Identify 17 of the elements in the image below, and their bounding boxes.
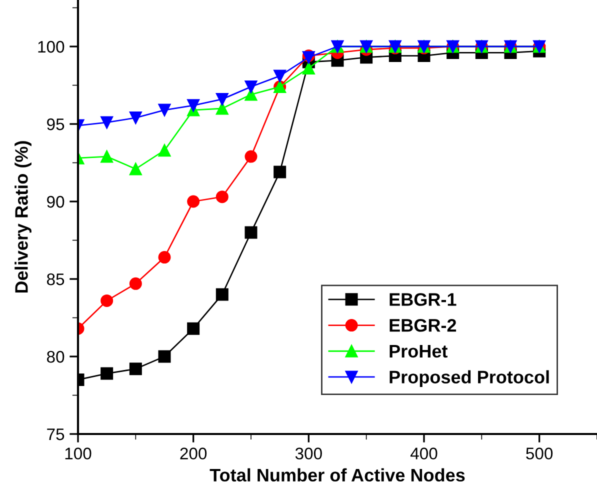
y-tick-label: 100 bbox=[38, 40, 64, 53]
legend-label: EBGR-2 bbox=[390, 318, 456, 332]
y-tick-label: 80 bbox=[46, 350, 64, 363]
x-tick-label: 500 bbox=[526, 448, 553, 460]
y-tick-label: 90 bbox=[47, 196, 64, 208]
x-tick-label: 200 bbox=[180, 448, 207, 460]
x-tick-label: 100 bbox=[65, 448, 92, 460]
y-tick-label: 75 bbox=[47, 428, 64, 440]
y-axis-title: Delivery Ratio (%) bbox=[14, 141, 32, 293]
y-tick-label: 85 bbox=[46, 273, 64, 286]
legend-label: Proposed Protocol bbox=[390, 370, 549, 388]
x-axis-title: Total Number of Active Nodes bbox=[210, 468, 465, 482]
legend-label: ProHet bbox=[390, 345, 448, 358]
legend-label: EBGR-1 bbox=[390, 293, 456, 306]
x-tick-label: 400 bbox=[410, 448, 438, 460]
x-tick-label: 300 bbox=[295, 448, 322, 460]
y-tick-label: 95 bbox=[47, 118, 64, 130]
